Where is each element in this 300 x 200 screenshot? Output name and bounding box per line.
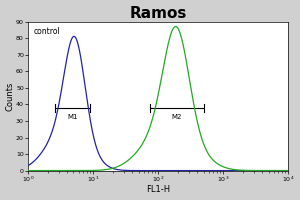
Text: M2: M2 <box>172 114 182 120</box>
Title: Ramos: Ramos <box>129 6 187 21</box>
Y-axis label: Counts: Counts <box>6 81 15 111</box>
Text: control: control <box>33 27 60 36</box>
Text: M1: M1 <box>67 114 78 120</box>
X-axis label: FL1-H: FL1-H <box>146 185 170 194</box>
